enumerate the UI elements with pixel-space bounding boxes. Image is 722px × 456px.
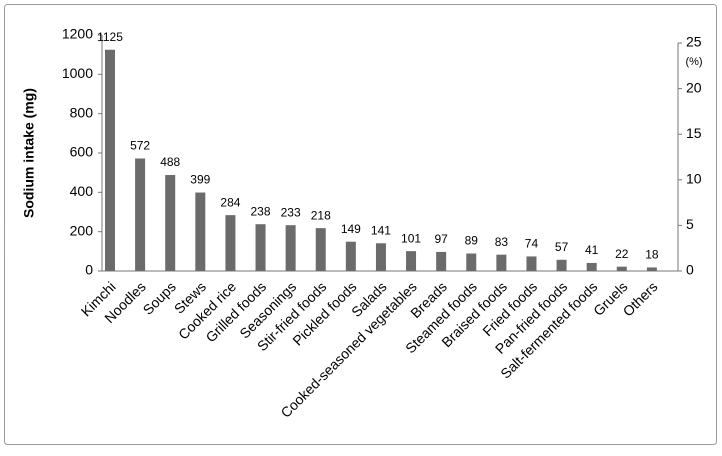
bar [375, 243, 386, 271]
y-tick-label: 1000 [62, 65, 93, 81]
value-label: 101 [401, 231, 421, 245]
value-label: 218 [311, 208, 331, 222]
bar [616, 266, 627, 271]
value-label: 488 [160, 155, 180, 169]
y-tick-label: 600 [70, 144, 94, 160]
frame [4, 4, 717, 445]
y2-tick-label: 10 [686, 171, 702, 187]
y2-tick-label: 5 [686, 216, 694, 232]
y-tick-label: 0 [85, 262, 93, 278]
bar [135, 158, 146, 271]
bar [255, 224, 266, 271]
bar [556, 259, 567, 271]
bar [225, 215, 236, 271]
y2-tick-label: 20 [686, 79, 702, 95]
value-label: 18 [645, 248, 659, 262]
y2-tick-label: 25 [686, 34, 702, 50]
value-label: 57 [555, 240, 569, 254]
value-label: 572 [130, 139, 150, 153]
y-axis-title: Sodium intake (mg) [21, 88, 37, 218]
bar [466, 253, 477, 271]
bar [526, 256, 537, 271]
bar [165, 175, 176, 271]
value-label: 89 [465, 234, 479, 248]
y-tick-label: 800 [70, 104, 94, 120]
bar [406, 251, 417, 271]
value-label: 74 [525, 237, 539, 251]
bar [436, 251, 447, 271]
value-label: 238 [251, 204, 271, 218]
bar [496, 254, 507, 271]
y2-axis-title: (%) [685, 56, 702, 68]
y-tick-label: 200 [70, 222, 94, 238]
bar [586, 262, 597, 271]
bar [285, 225, 296, 271]
y2-tick-label: 15 [686, 125, 702, 141]
bar [345, 241, 356, 271]
bar [105, 49, 115, 271]
value-label: 97 [434, 232, 448, 246]
value-label: 141 [371, 223, 391, 237]
value-label: 233 [281, 205, 301, 219]
bar [195, 192, 206, 271]
value-label: 399 [190, 173, 210, 187]
value-label: 149 [341, 222, 361, 236]
bar [315, 228, 326, 271]
y-tick-label: 1200 [62, 26, 93, 42]
value-label: 1125 [97, 30, 123, 44]
value-label: 83 [495, 235, 509, 249]
value-label: 22 [615, 247, 629, 261]
value-label: 284 [220, 195, 240, 209]
value-label: 41 [585, 243, 599, 257]
bar [646, 267, 657, 271]
y-tick-label: 400 [70, 183, 94, 199]
y2-tick-label: 0 [686, 262, 694, 278]
